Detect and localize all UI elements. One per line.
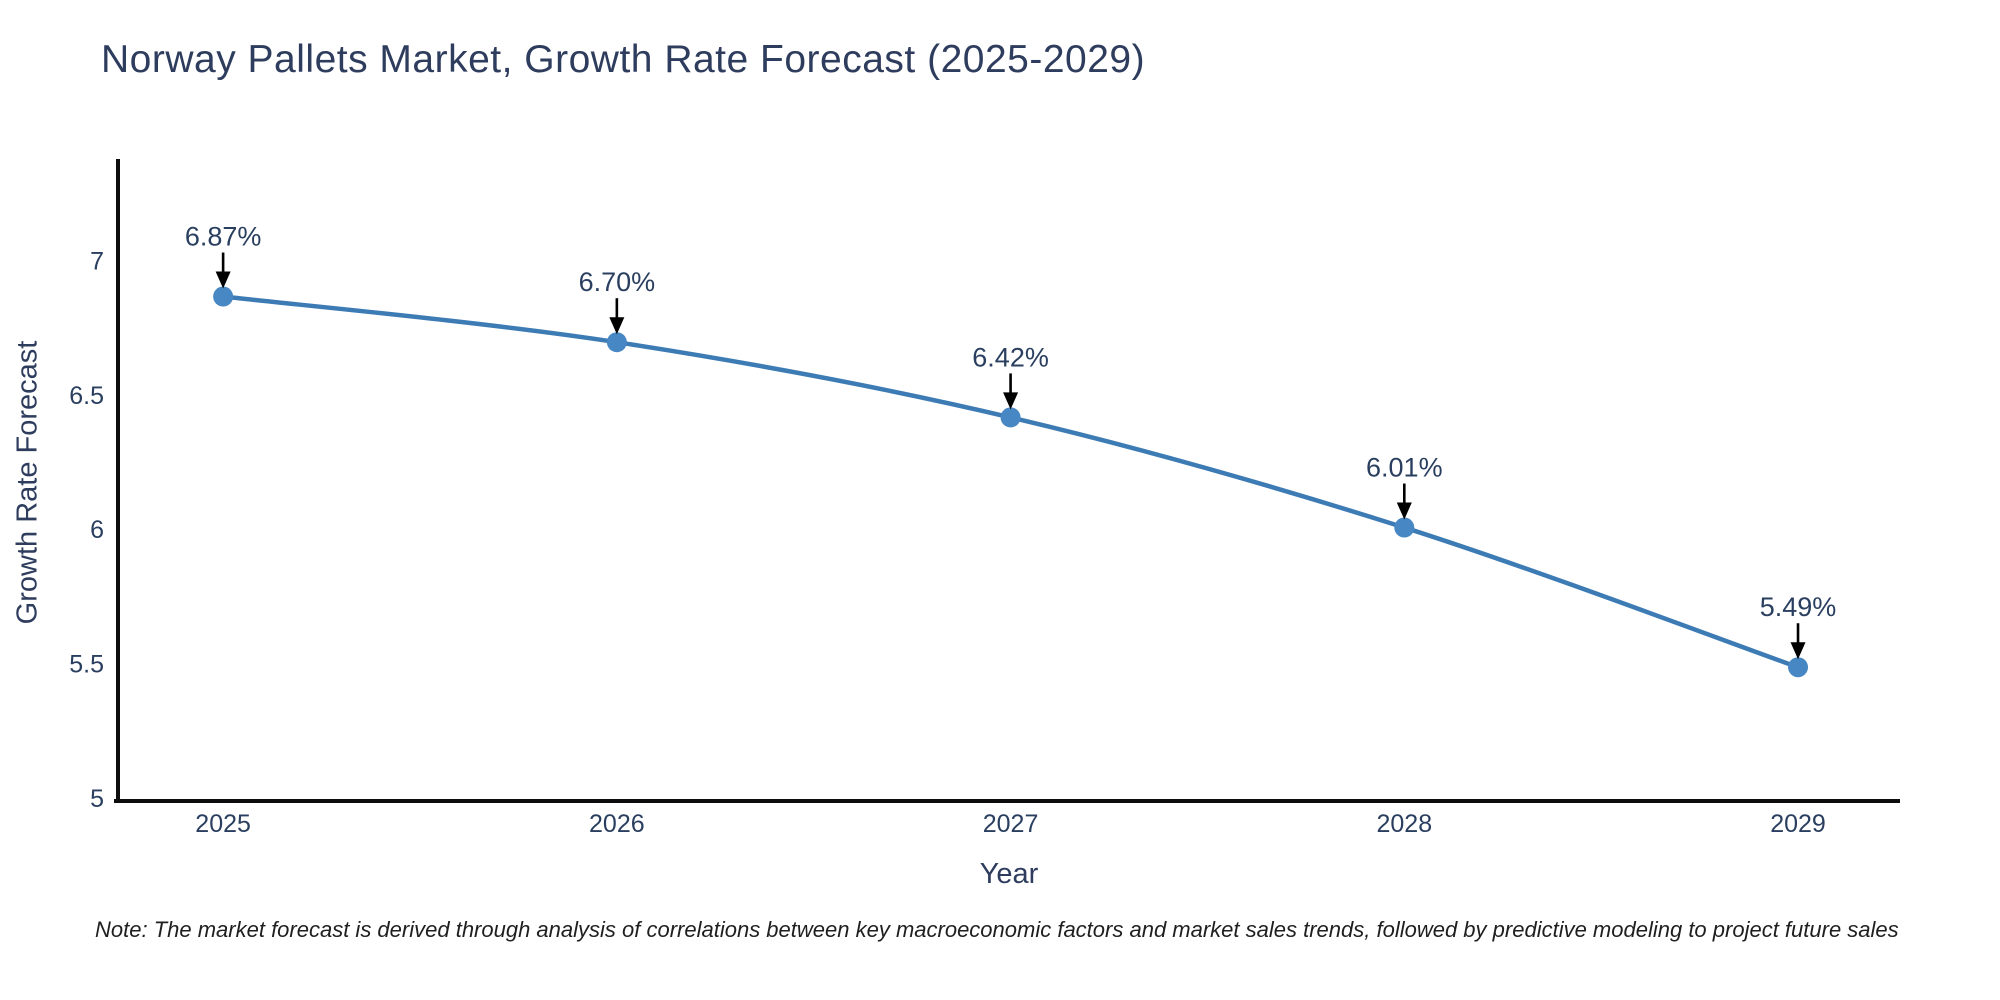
- x-tick-label: 2028: [1376, 810, 1432, 838]
- point-annotation-label: 6.70%: [579, 267, 656, 297]
- y-tick-label: 5: [90, 785, 104, 813]
- point-annotation-label: 6.42%: [972, 342, 1049, 372]
- data-point-marker[interactable]: [1788, 657, 1809, 678]
- data-point-marker[interactable]: [213, 286, 234, 307]
- point-annotation-label: 6.01%: [1366, 453, 1443, 483]
- annotation-arrowhead: [1790, 642, 1806, 660]
- x-tick-label: 2027: [983, 810, 1039, 838]
- y-tick-label: 6.5: [69, 382, 104, 410]
- y-tick-label: 7: [90, 248, 104, 276]
- y-tick-label: 5.5: [69, 651, 104, 679]
- annotation-arrowhead: [1003, 392, 1019, 410]
- point-annotation-label: 5.49%: [1760, 592, 1837, 622]
- data-point-marker[interactable]: [1000, 407, 1021, 428]
- chart-title: Norway Pallets Market, Growth Rate Forec…: [101, 38, 1146, 81]
- y-tick-label: 6: [90, 516, 104, 544]
- annotation-arrowhead: [215, 271, 231, 289]
- annotation-arrowhead: [1396, 502, 1412, 520]
- x-tick-label: 2025: [195, 810, 251, 838]
- x-tick-label: 2026: [589, 810, 645, 838]
- footnote: Note: The market forecast is derived thr…: [95, 917, 1899, 942]
- x-axis-title: Year: [979, 858, 1039, 890]
- annotation-arrowhead: [609, 317, 625, 335]
- data-point-marker[interactable]: [1394, 517, 1415, 538]
- point-annotation-label: 6.87%: [185, 222, 262, 252]
- x-tick-label: 2029: [1770, 810, 1826, 838]
- data-point-marker[interactable]: [606, 332, 627, 353]
